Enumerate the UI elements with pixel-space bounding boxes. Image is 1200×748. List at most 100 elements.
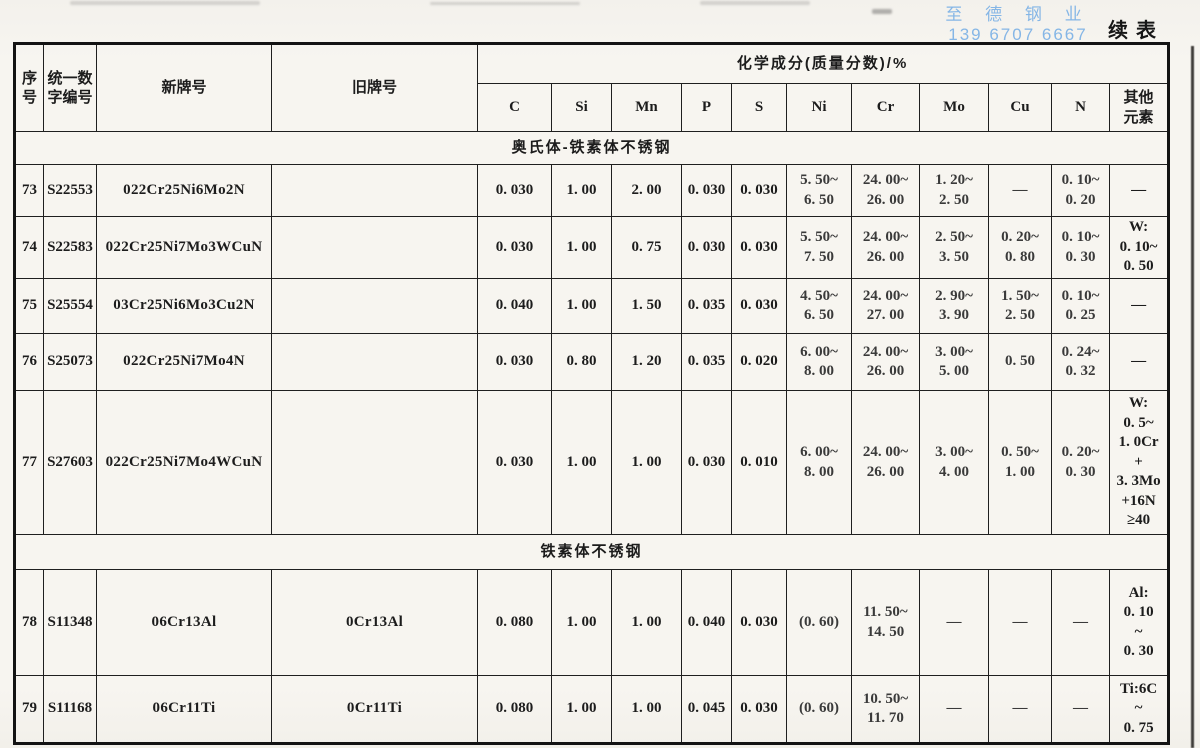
cell-77-cr: 24. 00~ 26. 00 (851, 390, 920, 535)
cell-74-cr: 24. 00~ 26. 00 (851, 216, 920, 279)
watermark-phone: 139 6707 6667 (948, 24, 1088, 44)
cell-75-new_grade: 03Cr25Ni6Mo3Cu2N (96, 278, 272, 334)
section-title: 铁素体不锈钢 (13, 534, 1170, 570)
section-row: 铁素体不锈钢 (13, 534, 1170, 570)
cell-76-p: 0. 035 (681, 333, 732, 391)
table-row-78: 78 S11348 06Cr13Al 0Cr13Al 0. 080 1. 00 1. 00 0… (14, 569, 1170, 676)
table-body: 奥氏体-铁素体不锈钢 73 S22553 022Cr25Ni6Mo2N 0. 030 1.… (13, 131, 1170, 744)
cell-76-c: 0. 030 (477, 333, 552, 391)
cell-78-new_grade: 06Cr13Al (96, 569, 272, 676)
cell-74-si: 1. 00 (551, 216, 612, 279)
scan-artifact (872, 9, 892, 14)
cell-73-cu: — (988, 164, 1052, 217)
cell-78-mo: — (919, 569, 989, 676)
cell-73-p: 0. 030 (681, 164, 732, 217)
cell-78-s: 0. 030 (731, 569, 787, 676)
col-header-N: N (1051, 83, 1110, 132)
cell-75-s: 0. 030 (731, 278, 787, 334)
col-header-C: C (477, 83, 552, 132)
col-header-Mo: Mo (919, 83, 989, 132)
col-header-S: S (731, 83, 787, 132)
cell-76-no: 76 (14, 333, 44, 391)
col-header-Si: Si (551, 83, 612, 132)
cell-77-no: 77 (14, 390, 44, 535)
table-row-79: 79 S11168 06Cr11Ti 0Cr11Ti 0. 080 1. 00 1. 00 0… (14, 675, 1170, 744)
cell-73-ni: 5. 50~ 6. 50 (786, 164, 852, 217)
cell-76-n: 0. 24~ 0. 32 (1051, 333, 1110, 391)
cell-77-old_grade (271, 390, 478, 535)
cell-76-s: 0. 020 (731, 333, 787, 391)
table-row-75: 75 S25554 03Cr25Ni6Mo3Cu2N 0. 040 1. 00 1. 50… (14, 278, 1170, 334)
cell-77-other: W: 0. 5~ 1. 0Cr + 3. 3Mo +16N ≥40 (1108, 390, 1170, 535)
table-header: 序 号统一数 字编号 新牌号 旧牌号 化学成分(质量分数)/% C Si Mn P S Ni Cr M… (14, 43, 1170, 132)
cell-73-old_grade (271, 164, 478, 217)
cell-74-new_grade: 022Cr25Ni7Mo3WCuN (96, 216, 272, 279)
cell-78-si: 1. 00 (551, 569, 612, 676)
cell-79-s: 0. 030 (731, 675, 787, 744)
cell-78-uns: S11348 (43, 569, 97, 676)
cell-77-mo: 3. 00~ 4. 00 (919, 390, 989, 535)
cell-75-other: — (1108, 278, 1170, 334)
cell-75-uns: S25554 (43, 278, 97, 334)
col-header-old_grade: 旧牌号 (271, 43, 478, 132)
cell-77-cu: 0. 50~ 1. 00 (988, 390, 1052, 535)
scan-artifact (430, 2, 580, 5)
cell-74-s: 0. 030 (731, 216, 787, 279)
section-title: 奥氏体-铁素体不锈钢 (13, 131, 1170, 165)
col-header-uns: 统一数 字编号 (43, 43, 97, 132)
cell-73-uns: S22553 (43, 164, 97, 217)
col-header-new_grade: 新牌号 (96, 43, 272, 132)
watermark: 至 德 钢 业 139 6707 6667 (938, 5, 1098, 44)
table-row-74: 74 S22583 022Cr25Ni7Mo3WCuN 0. 030 1. 00 0. 7… (14, 216, 1170, 279)
cell-74-old_grade (271, 216, 478, 279)
cell-74-mo: 2. 50~ 3. 50 (919, 216, 989, 279)
col-header-no: 序 号 (14, 43, 44, 132)
cell-74-mn: 0. 75 (611, 216, 682, 279)
cell-78-other: Al: 0. 10 ~ 0. 30 (1108, 569, 1170, 676)
cell-73-c: 0. 030 (477, 164, 552, 217)
cell-73-new_grade: 022Cr25Ni6Mo2N (96, 164, 272, 217)
section-row: 奥氏体-铁素体不锈钢 (13, 131, 1170, 165)
col-header-Cr: Cr (851, 83, 920, 132)
cell-73-s: 0. 030 (731, 164, 787, 217)
cell-73-other: — (1108, 164, 1170, 217)
cell-74-uns: S22583 (43, 216, 97, 279)
cell-77-n: 0. 20~ 0. 30 (1051, 390, 1110, 535)
cell-76-old_grade (271, 333, 478, 391)
table-row-73: 73 S22553 022Cr25Ni6Mo2N 0. 030 1. 00 2. 00 0.… (14, 164, 1170, 217)
cell-77-p: 0. 030 (681, 390, 732, 535)
cell-75-cr: 24. 00~ 27. 00 (851, 278, 920, 334)
cell-73-si: 1. 00 (551, 164, 612, 217)
col-header-Mn: Mn (611, 83, 682, 132)
cell-77-ni: 6. 00~ 8. 00 (786, 390, 852, 535)
cell-77-c: 0. 030 (477, 390, 552, 535)
cell-75-no: 75 (14, 278, 44, 334)
cell-75-mn: 1. 50 (611, 278, 682, 334)
cell-79-other: Ti:6C ~ 0. 75 (1108, 675, 1170, 744)
cell-79-mo: — (919, 675, 989, 744)
cell-76-ni: 6. 00~ 8. 00 (786, 333, 852, 391)
cell-79-n: — (1051, 675, 1110, 744)
cell-78-n: — (1051, 569, 1110, 676)
cell-78-mn: 1. 00 (611, 569, 682, 676)
cell-74-other: W: 0. 10~ 0. 50 (1108, 216, 1170, 279)
table-row-76: 76 S25073 022Cr25Ni7Mo4N 0. 030 0. 80 1. 20 0.… (14, 333, 1170, 391)
cell-74-ni: 5. 50~ 7. 50 (786, 216, 852, 279)
cell-78-c: 0. 080 (477, 569, 552, 676)
cell-76-cu: 0. 50 (988, 333, 1052, 391)
cell-77-uns: S27603 (43, 390, 97, 535)
cell-76-new_grade: 022Cr25Ni7Mo4N (96, 333, 272, 391)
cell-77-mn: 1. 00 (611, 390, 682, 535)
cell-79-c: 0. 080 (477, 675, 552, 744)
cell-74-n: 0. 10~ 0. 30 (1051, 216, 1110, 279)
cell-75-mo: 2. 90~ 3. 90 (919, 278, 989, 334)
cell-78-ni: (0. 60) (786, 569, 852, 676)
cell-73-mn: 2. 00 (611, 164, 682, 217)
cell-79-cu: — (988, 675, 1052, 744)
cell-75-ni: 4. 50~ 6. 50 (786, 278, 852, 334)
col-header-Cu: Cu (988, 83, 1052, 132)
cell-79-si: 1. 00 (551, 675, 612, 744)
cell-76-mn: 1. 20 (611, 333, 682, 391)
cell-78-p: 0. 040 (681, 569, 732, 676)
cell-78-old_grade: 0Cr13Al (271, 569, 478, 676)
